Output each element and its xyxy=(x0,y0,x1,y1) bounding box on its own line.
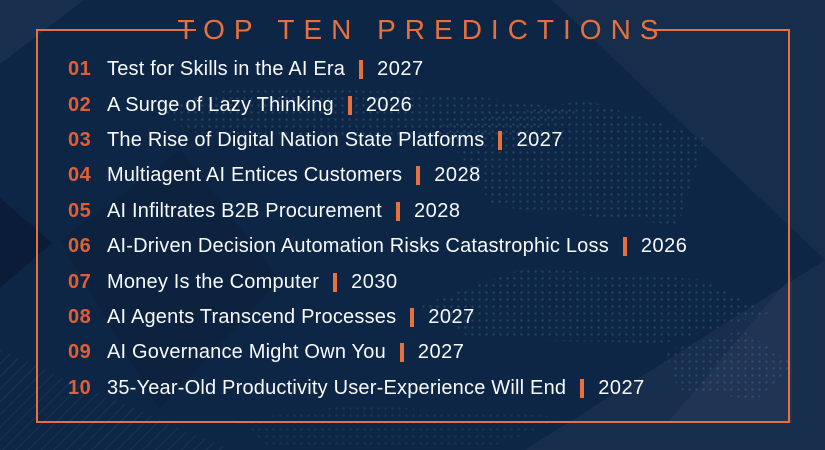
prediction-title: Money Is the Computer xyxy=(107,270,320,293)
separator-bar xyxy=(333,272,338,292)
list-item: 08 AI Agents Transcend Processes 2027 xyxy=(68,300,778,335)
predictions-list: 01 Test for Skills in the AI Era 2027 02… xyxy=(68,52,778,406)
list-item: 10 35-Year-Old Productivity User-Experie… xyxy=(68,371,778,406)
prediction-title: Test for Skills in the AI Era xyxy=(107,58,346,81)
prediction-year: 2030 xyxy=(351,270,398,293)
prediction-title: A Surge of Lazy Thinking xyxy=(107,93,334,116)
page-title: TOP TEN PREDICTIONS xyxy=(177,14,668,45)
prediction-year: 2027 xyxy=(428,305,475,328)
prediction-number: 07 xyxy=(68,270,92,293)
separator-bar xyxy=(396,201,401,221)
separator-bar xyxy=(410,307,415,327)
prediction-number: 09 xyxy=(68,341,92,364)
prediction-year: 2027 xyxy=(417,341,465,364)
separator-bar xyxy=(622,237,627,257)
prediction-number: 08 xyxy=(68,305,92,328)
prediction-number: 10 xyxy=(68,376,92,399)
prediction-year: 2027 xyxy=(516,128,563,151)
list-item: 06 AI-Driven Decision Automation Risks C… xyxy=(68,229,778,264)
prediction-number: 06 xyxy=(68,235,92,258)
separator-bar xyxy=(580,378,585,398)
prediction-title: AI Infiltrates B2B Procurement xyxy=(107,199,383,222)
separator-bar xyxy=(416,166,421,186)
prediction-year: 2028 xyxy=(414,199,461,222)
list-item: 07 Money Is the Computer 2030 xyxy=(68,264,778,299)
prediction-year: 2026 xyxy=(640,235,688,258)
frame-border-top-right-segment xyxy=(647,29,790,31)
separator-bar xyxy=(359,60,364,80)
prediction-title: AI Agents Transcend Processes xyxy=(107,305,397,328)
prediction-number: 02 xyxy=(68,93,92,116)
frame-border-top-left-segment xyxy=(36,29,196,31)
prediction-number: 01 xyxy=(68,58,92,81)
list-item: 02 A Surge of Lazy Thinking 2026 xyxy=(68,87,778,122)
list-item: 01 Test for Skills in the AI Era 2027 xyxy=(68,52,778,87)
prediction-year: 2026 xyxy=(365,93,413,116)
list-item: 03 The Rise of Digital Nation State Plat… xyxy=(68,123,778,158)
prediction-title: Multiagent AI Entices Customers xyxy=(107,164,403,187)
list-item: 09 AI Governance Might Own You 2027 xyxy=(68,335,778,370)
separator-bar xyxy=(347,95,352,115)
frame-border-bottom xyxy=(36,421,790,423)
prediction-number: 05 xyxy=(68,199,92,222)
prediction-title: 35-Year-Old Productivity User-Experience… xyxy=(107,376,567,399)
background-shape-left-diamond xyxy=(0,198,52,288)
prediction-year: 2027 xyxy=(598,376,645,399)
prediction-number: 04 xyxy=(68,164,92,187)
separator-bar xyxy=(498,130,503,150)
prediction-title: AI Governance Might Own You xyxy=(107,341,386,364)
prediction-title: AI-Driven Decision Automation Risks Cata… xyxy=(107,235,609,258)
list-item: 05 AI Infiltrates B2B Procurement 2028 xyxy=(68,194,778,229)
prediction-year: 2027 xyxy=(377,58,424,81)
prediction-year: 2028 xyxy=(434,164,481,187)
dot-pattern xyxy=(235,405,565,445)
prediction-number: 03 xyxy=(68,128,92,151)
frame-border-right xyxy=(788,29,790,423)
frame-border-left xyxy=(36,29,38,423)
list-item: 04 Multiagent AI Entices Customers 2028 xyxy=(68,158,778,193)
prediction-title: The Rise of Digital Nation State Platfor… xyxy=(107,128,485,151)
separator-bar xyxy=(399,343,404,363)
